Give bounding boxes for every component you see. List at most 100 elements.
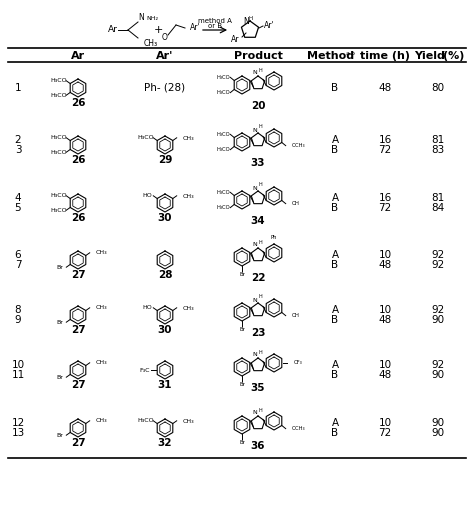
Text: 90: 90 [431, 315, 445, 325]
Polygon shape [234, 358, 250, 376]
Text: 84: 84 [431, 203, 445, 213]
Text: OH: OH [292, 313, 300, 318]
Text: H₃CO: H₃CO [216, 132, 230, 137]
Text: 81: 81 [431, 193, 445, 203]
Text: 81: 81 [431, 135, 445, 145]
Text: H₃CO: H₃CO [137, 135, 154, 140]
Text: 30: 30 [158, 325, 172, 336]
Text: 26: 26 [71, 213, 85, 223]
Polygon shape [157, 419, 173, 437]
Text: 7: 7 [15, 260, 21, 270]
Text: Ar': Ar' [190, 24, 201, 32]
Text: Br: Br [239, 271, 245, 277]
Text: H: H [258, 349, 262, 354]
Text: N: N [253, 186, 257, 190]
Text: 48: 48 [378, 260, 392, 270]
Text: Ar: Ar [108, 26, 118, 34]
Text: H₃CO: H₃CO [216, 75, 230, 80]
Polygon shape [157, 251, 173, 269]
Text: B: B [331, 203, 338, 213]
Text: 9: 9 [15, 315, 21, 325]
Text: 1: 1 [15, 83, 21, 93]
Polygon shape [266, 244, 282, 262]
Text: Br: Br [56, 433, 64, 438]
Text: Ph: Ph [271, 235, 277, 240]
Text: 92: 92 [431, 305, 445, 315]
Text: A: A [331, 135, 338, 145]
Text: 80: 80 [431, 83, 445, 93]
Text: CH₃: CH₃ [183, 194, 195, 199]
Polygon shape [157, 136, 173, 154]
Text: Method: Method [308, 51, 355, 61]
Text: (%): (%) [443, 51, 465, 61]
Text: Ar: Ar [230, 34, 239, 44]
Text: CH₃: CH₃ [183, 419, 195, 424]
Text: H: H [258, 294, 262, 300]
Text: 5: 5 [15, 203, 21, 213]
Text: HO: HO [142, 193, 152, 198]
Text: 13: 13 [11, 428, 25, 438]
Polygon shape [234, 248, 250, 266]
Text: H₃CO: H₃CO [216, 190, 230, 195]
Text: 16: 16 [378, 135, 392, 145]
Polygon shape [266, 299, 282, 317]
Text: 23: 23 [251, 328, 265, 338]
Text: A: A [331, 193, 338, 203]
Text: H₃CO: H₃CO [50, 193, 66, 198]
Text: CH₃: CH₃ [183, 136, 195, 141]
Polygon shape [241, 21, 258, 37]
Text: Ar': Ar' [156, 51, 173, 61]
Text: Br: Br [239, 440, 245, 445]
Text: 16: 16 [378, 193, 392, 203]
Text: H: H [258, 125, 262, 129]
Text: 28: 28 [158, 270, 172, 280]
Text: Yield: Yield [415, 51, 446, 61]
Polygon shape [70, 79, 86, 97]
Text: 20: 20 [251, 101, 265, 111]
Text: 48: 48 [378, 83, 392, 93]
Polygon shape [234, 133, 250, 151]
Text: 10: 10 [11, 360, 25, 370]
Text: H₃CO: H₃CO [50, 135, 66, 140]
Text: N: N [138, 13, 144, 22]
Text: or B: or B [208, 23, 222, 29]
Text: 72: 72 [378, 145, 392, 155]
Text: CH₃: CH₃ [144, 39, 158, 48]
Text: N: N [253, 70, 257, 75]
Text: 48: 48 [378, 315, 392, 325]
Text: B: B [331, 428, 338, 438]
Text: A: A [331, 360, 338, 370]
Text: B: B [331, 370, 338, 380]
Text: H₃CO: H₃CO [216, 205, 230, 210]
Text: CF₃: CF₃ [294, 361, 302, 365]
Text: Br: Br [239, 327, 245, 331]
Polygon shape [266, 412, 282, 430]
Text: CH₃: CH₃ [96, 418, 108, 423]
Text: Br: Br [56, 265, 64, 270]
Text: N: N [243, 16, 249, 26]
Text: Br: Br [56, 320, 64, 325]
Text: 48: 48 [378, 370, 392, 380]
Polygon shape [234, 191, 250, 209]
Text: Br: Br [239, 382, 245, 387]
Text: CH₃: CH₃ [96, 360, 108, 365]
Text: 29: 29 [158, 155, 172, 165]
Text: 22: 22 [251, 273, 265, 283]
Text: 90: 90 [431, 428, 445, 438]
Polygon shape [70, 419, 86, 437]
Text: H: H [258, 240, 262, 245]
Polygon shape [251, 76, 264, 89]
Text: N: N [253, 128, 257, 132]
Text: 35: 35 [251, 383, 265, 393]
Polygon shape [234, 416, 250, 434]
Polygon shape [157, 194, 173, 212]
Text: 34: 34 [251, 216, 265, 226]
Text: N: N [253, 243, 257, 247]
Text: NH₂: NH₂ [146, 15, 158, 21]
Text: 27: 27 [71, 325, 85, 336]
Text: method A: method A [198, 18, 232, 24]
Text: N: N [253, 298, 257, 303]
Polygon shape [266, 72, 282, 90]
Text: 3: 3 [15, 145, 21, 155]
Text: 10: 10 [378, 305, 392, 315]
